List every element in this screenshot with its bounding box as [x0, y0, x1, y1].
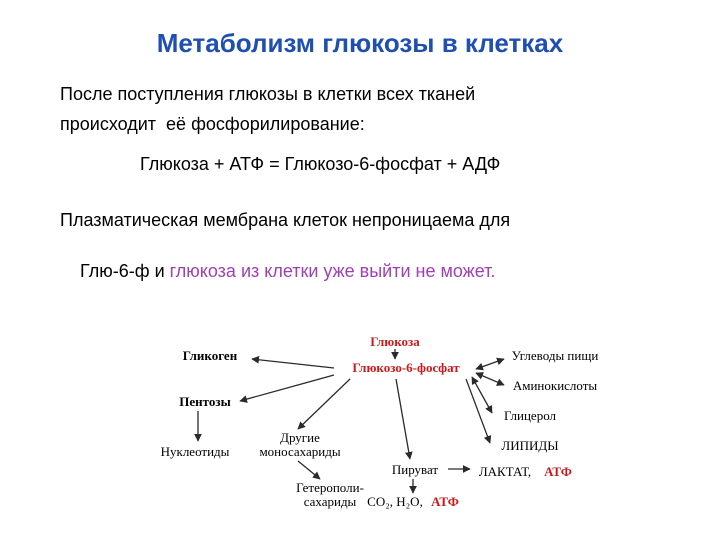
node-glycogen: Гликоген: [170, 349, 250, 363]
arrow: [298, 379, 350, 429]
node-pyruvate: Пируват: [380, 463, 450, 477]
arrow: [240, 375, 334, 401]
metabolism-diagram: Глюкоза Глюкозо-6-фосфат Гликоген Пентозы Ну…: [120, 335, 600, 535]
node-lipids: ЛИПИДЫ: [490, 439, 570, 453]
node-pentoses: Пентозы: [170, 395, 240, 409]
node-atf1: АТФ: [538, 465, 578, 479]
node-nucleot: Нуклеотиды: [150, 445, 240, 459]
paragraph-2-line-2b: глюкоза из клетки уже выйти не может.: [170, 261, 496, 281]
paragraph-2-line-1: Плазматическая мембрана клеток непроница…: [60, 210, 510, 231]
arrow: [466, 379, 490, 443]
arrow: [298, 461, 320, 479]
equation: Глюкоза + АТФ = Глюкозо-6-фосфат + АДФ: [140, 154, 500, 175]
arrow: [472, 377, 492, 413]
node-co2: CO₂, H₂O,: [360, 495, 430, 509]
arrow: [396, 379, 410, 459]
slide: Метаболизм глюкозы в клетках После посту…: [0, 0, 720, 540]
node-g6p: Глюкозо-6-фосфат: [336, 361, 476, 375]
slide-title: Метаболизм глюкозы в клетках: [0, 28, 720, 59]
paragraph-1-line-2: происходит её фосфорилирование:: [60, 114, 365, 135]
paragraph-2-line-2a: Глю-6-ф и: [80, 261, 170, 281]
paragraph-1-line-1: После поступления глюкозы в клетки всех …: [60, 84, 475, 105]
node-atf2: АТФ: [425, 495, 465, 509]
node-othermono: Другиемоносахариды: [250, 431, 350, 458]
node-amino: Аминокислоты: [500, 379, 610, 393]
node-glycerol: Глицерол: [490, 409, 570, 423]
paragraph-2-line-2: Глю-6-ф и глюкоза из клетки уже выйти не…: [60, 240, 495, 303]
node-glucose: Глюкоза: [360, 335, 430, 349]
node-lactate: ЛАКТАТ,: [470, 465, 540, 479]
arrow: [252, 359, 334, 368]
node-carbs: Углеводы пищи: [500, 349, 610, 363]
